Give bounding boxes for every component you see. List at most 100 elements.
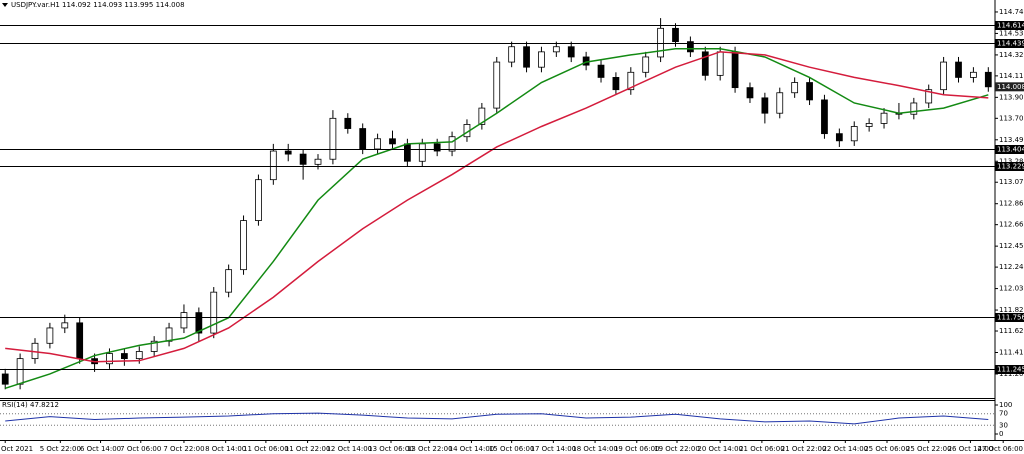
x-tick-label: 21 Oct 22:00 (781, 445, 827, 453)
candle-body (1, 373, 9, 385)
x-tick-label: 25 Oct 06:00 (864, 445, 910, 453)
candle-body (940, 61, 947, 91)
candle-body (970, 71, 977, 78)
candle-body (835, 133, 843, 142)
candle-body (910, 102, 918, 115)
rsi-name: RSI(14) (2, 401, 28, 409)
x-tick-label: 11 Oct 22:00 (285, 445, 331, 453)
level-label-box (995, 145, 1024, 154)
candle-body (508, 46, 516, 63)
y-tick-label: 113.075 (999, 178, 1024, 186)
candle-body (761, 97, 769, 114)
candle-body (850, 126, 858, 142)
low-value: 113.995 (124, 1, 153, 9)
candle-body (984, 71, 992, 88)
y-tick-label: 113.490 (999, 136, 1024, 144)
candle-body (821, 99, 828, 135)
candle-body (135, 351, 143, 360)
level-label-box (995, 365, 1024, 374)
last-price-label: 114.008 (997, 83, 1024, 91)
x-tick-label: 14 Oct 14:00 (449, 445, 495, 453)
candle-body (523, 46, 530, 68)
y-tick-label: 112.035 (999, 285, 1024, 293)
x-tick-label: Oct 2021 (1, 445, 33, 453)
candle-body (612, 77, 620, 91)
level-label: 111.756 (997, 314, 1024, 322)
high-value: 114.093 (93, 1, 122, 9)
level-label-box (995, 313, 1024, 322)
rsi-tick-label: 30 (999, 421, 1008, 429)
candle-body (269, 150, 277, 181)
candle-body (880, 112, 888, 124)
candle-body (538, 51, 545, 68)
rsi-tick-label: 70 (999, 410, 1008, 418)
x-tick-label: 17 Oct 14:00 (531, 445, 577, 453)
y-tick-label: 114.115 (999, 72, 1024, 80)
candle-body (374, 138, 381, 150)
x-tick-label: 21 Oct 06:00 (739, 445, 785, 453)
x-tick-label: 25 Oct 22:00 (906, 445, 952, 453)
candle-body (389, 138, 396, 145)
candle-body (791, 82, 799, 94)
x-tick-label: 13 Oct 06:00 (368, 445, 414, 453)
candle-body (716, 51, 724, 76)
candle-body (672, 27, 679, 43)
candle-body (120, 353, 128, 360)
candle-body (657, 27, 664, 58)
candle-body (433, 143, 441, 152)
close-value: 114.008 (156, 1, 185, 9)
candle-body (552, 46, 560, 53)
rsi-tick-label: 0 (999, 430, 1003, 438)
x-tick-label: 27 Oct 06:00 (977, 445, 1023, 453)
candle-body (255, 179, 262, 221)
moving-average (5, 51, 989, 363)
rsi-last: 47.8212 (30, 401, 59, 409)
candle-body (493, 61, 501, 109)
candle-body (418, 143, 426, 162)
y-tick-label: 112.450 (999, 242, 1024, 250)
y-tick-label: 114.320 (999, 51, 1024, 59)
x-tick-label: 12 Oct 14:00 (326, 445, 372, 453)
candle-body (299, 153, 307, 165)
level-label: 113.229 (997, 163, 1024, 171)
candle-body (776, 92, 784, 114)
candle-body (16, 358, 24, 385)
y-tick-label: 113.700 (999, 114, 1024, 122)
y-tick-label: 113.280 (999, 157, 1024, 165)
menu-triangle[interactable] (2, 3, 8, 7)
candle-body (642, 56, 650, 73)
last-price-box (995, 82, 1024, 92)
candle-body (150, 340, 158, 352)
y-tick-label: 114.740 (999, 8, 1024, 16)
y-tick-label: 112.245 (999, 263, 1024, 271)
candle-body (806, 82, 813, 101)
candle-body (359, 128, 367, 150)
level-label: 113.404 (997, 146, 1024, 154)
x-tick-label: 22 Oct 14:00 (822, 445, 868, 453)
x-tick-label: 26 Oct 14:00 (948, 445, 994, 453)
x-tick-label: 20 Oct 14:00 (697, 445, 743, 453)
candle-body (404, 143, 411, 162)
symbol-header: USDJPY.var.H1 114.092 114.093 113.995 11… (11, 1, 185, 9)
candle-body (61, 322, 69, 329)
open-value: 114.092 (62, 1, 91, 9)
moving-average (4, 48, 989, 389)
y-tick-label: 112.865 (999, 200, 1024, 208)
x-tick-label: 15 Oct 06:00 (489, 445, 535, 453)
candle-body (567, 46, 575, 58)
y-tick-label: 114.530 (999, 29, 1024, 37)
candle-body (106, 353, 113, 365)
level-label: 111.245 (997, 366, 1024, 374)
candle-body (746, 87, 754, 99)
y-tick-label: 112.660 (999, 221, 1024, 229)
candle-body (597, 64, 605, 78)
candle-body (731, 51, 739, 89)
candle-body (701, 51, 709, 76)
rsi-header: RSI(14) 47.8212 (2, 401, 59, 409)
candle-body (46, 327, 54, 344)
candle-body (687, 41, 694, 53)
y-tick-label: 113.905 (999, 93, 1024, 101)
x-tick-label: 7 Oct 06:00 (120, 445, 161, 453)
candle-body (925, 89, 933, 104)
